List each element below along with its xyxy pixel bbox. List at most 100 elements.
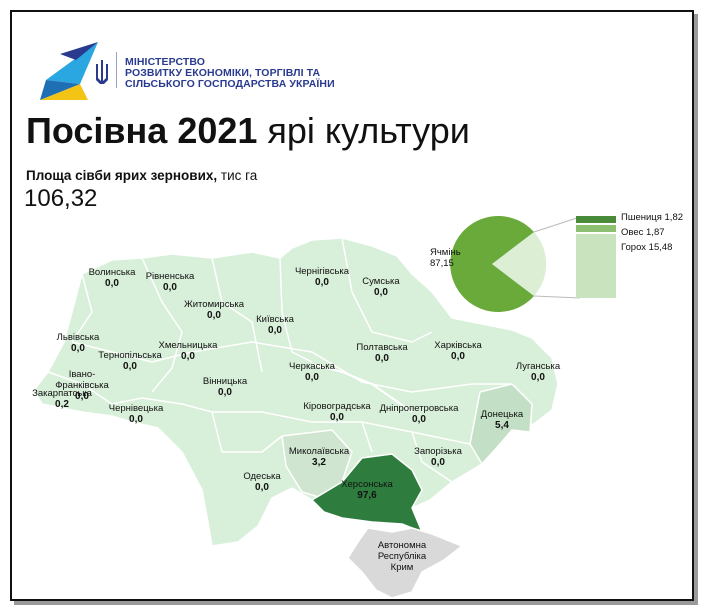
region-kirovohrad-value: 0,0 bbox=[330, 412, 344, 423]
map-river-dnipro bbox=[311, 363, 413, 413]
ministry-logo-icon bbox=[40, 42, 108, 100]
region-mykolaiv-value: 3,2 bbox=[312, 457, 326, 468]
region-ternopil-value: 0,0 bbox=[123, 361, 137, 372]
region-luhansk: Луганська 0,0 bbox=[516, 361, 560, 383]
region-kharkiv-value: 0,0 bbox=[451, 351, 465, 362]
region-kherson-name: Херсонська bbox=[341, 479, 393, 490]
bar-segment-oats bbox=[576, 225, 616, 232]
ministry-line-3: СІЛЬСЬКОГО ГОСПОДАРСТВА УКРАЇНИ bbox=[125, 78, 335, 90]
region-dnipropetrovsk-name: Дніпропетровська bbox=[379, 403, 459, 414]
region-khmelnytskyi: Хмельницька 0,0 bbox=[159, 340, 218, 362]
region-sumy: Сумська 0,0 bbox=[362, 276, 399, 298]
bar-label-oats-value: 1,87 bbox=[646, 227, 665, 238]
region-chernihiv-name: Чернігівська bbox=[294, 266, 350, 277]
region-sumy-name: Сумська bbox=[362, 276, 400, 287]
region-donetsk: Донецька 5,4 bbox=[481, 409, 523, 431]
region-kirovohrad-name: Кіровоградська bbox=[303, 401, 371, 412]
infographic-frame: МІНІСТЕРСТВО РОЗВИТКУ ЕКОНОМІКИ, ТОРГІВЛ… bbox=[10, 10, 694, 601]
region-kharkiv-name: Харківська bbox=[434, 340, 482, 351]
pie-label-barley-name: Ячмінь bbox=[430, 247, 461, 258]
region-lviv: Львівська 0,0 bbox=[57, 332, 100, 354]
region-kyiv-name: Київська bbox=[256, 314, 294, 325]
region-rivne-value: 0,0 bbox=[163, 282, 177, 293]
region-zhytomyr: Житомирська 0,0 bbox=[184, 299, 244, 321]
bar-label-peas-value: 15,48 bbox=[648, 242, 673, 253]
region-vinnytsia-name: Вінницька bbox=[202, 376, 248, 387]
region-odesa-name: Одеська bbox=[243, 471, 281, 482]
region-sumy-value: 0,0 bbox=[374, 287, 388, 298]
region-luhansk-name: Луганська bbox=[515, 361, 561, 372]
region-khmelnytskyi-value: 0,0 bbox=[181, 351, 195, 362]
region-ivano-frankivsk-value: 0,0 bbox=[75, 391, 89, 402]
region-poltava-name: Полтавська bbox=[356, 342, 408, 353]
map-region-crimea bbox=[347, 527, 463, 599]
bar-segment-peas bbox=[576, 234, 616, 298]
region-cherkasy-name: Черкаська bbox=[289, 361, 335, 372]
region-crimea-name: Автономна Республіка Крим bbox=[377, 540, 427, 573]
map-country-shape bbox=[33, 237, 559, 547]
region-zaporizhzhia: Запорізька 0,0 bbox=[414, 446, 462, 468]
region-vinnytsia-value: 0,0 bbox=[218, 387, 232, 398]
map-region-kherson bbox=[311, 453, 423, 533]
pie-slice-other bbox=[492, 232, 547, 296]
region-ivano-frankivsk: Івано-Франківська 0,0 bbox=[47, 369, 117, 402]
region-poltava-value: 0,0 bbox=[375, 353, 389, 364]
region-dnipropetrovsk: Дніпропетровська 0,0 bbox=[380, 403, 459, 425]
bar-label-peas-name: Горох bbox=[621, 242, 647, 253]
region-crimea: Автономна Республіка Крим bbox=[367, 540, 437, 573]
subtitle-unit: тис га bbox=[217, 168, 258, 183]
region-cherkasy: Черкаська 0,0 bbox=[289, 361, 335, 383]
region-volyn-name: Волинська bbox=[88, 267, 136, 278]
region-lviv-name: Львівська bbox=[56, 332, 100, 343]
map-region-donetsk bbox=[469, 383, 533, 465]
region-rivne-name: Рівненська bbox=[145, 271, 195, 282]
total-area-value: 106,32 bbox=[24, 185, 98, 212]
ministry-name: МІНІСТЕРСТВО РОЗВИТКУ ЕКОНОМІКИ, ТОРГІВЛ… bbox=[125, 57, 335, 90]
region-chernihiv-value: 0,0 bbox=[315, 277, 329, 288]
subtitle-bold: Площа сівби ярих зернових, bbox=[26, 168, 218, 183]
region-luhansk-value: 0,0 bbox=[531, 372, 545, 383]
region-rivne: Рівненська 0,0 bbox=[146, 271, 195, 293]
ministry-line-1: МІНІСТЕРСТВО bbox=[125, 56, 206, 68]
region-zakarpattia: Закарпатська 0,2 bbox=[32, 388, 92, 410]
region-odesa: Одеська 0,0 bbox=[243, 471, 280, 493]
page-title: Посівна 2021 ярі культури bbox=[26, 110, 470, 152]
title-bold: Посівна 2021 bbox=[26, 110, 258, 151]
title-rest: ярі культури bbox=[257, 110, 470, 151]
region-ivano-frankivsk-name: Івано-Франківська bbox=[55, 369, 109, 391]
region-ternopil-name: Тернопільська bbox=[98, 350, 162, 361]
area-subtitle: Площа сівби ярих зернових, тис га bbox=[26, 168, 257, 183]
bar-label-wheat-name: Пшениця bbox=[621, 212, 662, 223]
region-donetsk-name: Донецька bbox=[480, 409, 524, 420]
bar-label-wheat-value: 1,82 bbox=[664, 212, 684, 223]
region-chernihiv: Чернігівська 0,0 bbox=[295, 266, 349, 288]
ukraine-map bbox=[33, 216, 616, 599]
region-mykolaiv: Миколаївська 3,2 bbox=[289, 446, 349, 468]
pie-label-barley-value: 87,15 bbox=[430, 258, 454, 269]
region-vinnytsia: Вінницька 0,0 bbox=[203, 376, 247, 398]
region-lviv-value: 0,0 bbox=[71, 343, 85, 354]
region-dnipropetrovsk-value: 0,0 bbox=[412, 414, 426, 425]
region-zakarpattia-name: Закарпатська bbox=[32, 388, 92, 399]
region-kyiv: Київська 0,0 bbox=[256, 314, 294, 336]
region-volyn-value: 0,0 bbox=[105, 278, 119, 289]
region-odesa-value: 0,0 bbox=[255, 482, 269, 493]
bar-label-oats-name: Овес bbox=[621, 227, 644, 238]
crop-pie-chart bbox=[450, 216, 616, 312]
region-zhytomyr-name: Житомирська bbox=[183, 299, 245, 310]
ministry-line-2: РОЗВИТКУ ЕКОНОМІКИ, ТОРГІВЛІ ТА bbox=[125, 67, 321, 79]
region-cherkasy-value: 0,0 bbox=[305, 372, 319, 383]
region-poltava: Полтавська 0,0 bbox=[356, 342, 407, 364]
region-kherson: Херсонська 97,6 bbox=[341, 479, 393, 501]
region-kharkiv: Харківська 0,0 bbox=[434, 340, 481, 362]
bar-label-peas: Горох 15,48 bbox=[621, 242, 672, 253]
bar-segment-wheat bbox=[576, 216, 616, 223]
region-chernivtsi: Чернівецька 0,0 bbox=[109, 403, 164, 425]
logo-divider bbox=[116, 52, 117, 88]
pie-slice-barley bbox=[450, 216, 534, 312]
region-ternopil: Тернопільська 0,0 bbox=[98, 350, 161, 372]
region-khmelnytskyi-name: Хмельницька bbox=[158, 340, 218, 351]
region-zaporizhzhia-value: 0,0 bbox=[431, 457, 445, 468]
region-zhytomyr-value: 0,0 bbox=[207, 310, 221, 321]
region-volyn: Волинська 0,0 bbox=[89, 267, 136, 289]
